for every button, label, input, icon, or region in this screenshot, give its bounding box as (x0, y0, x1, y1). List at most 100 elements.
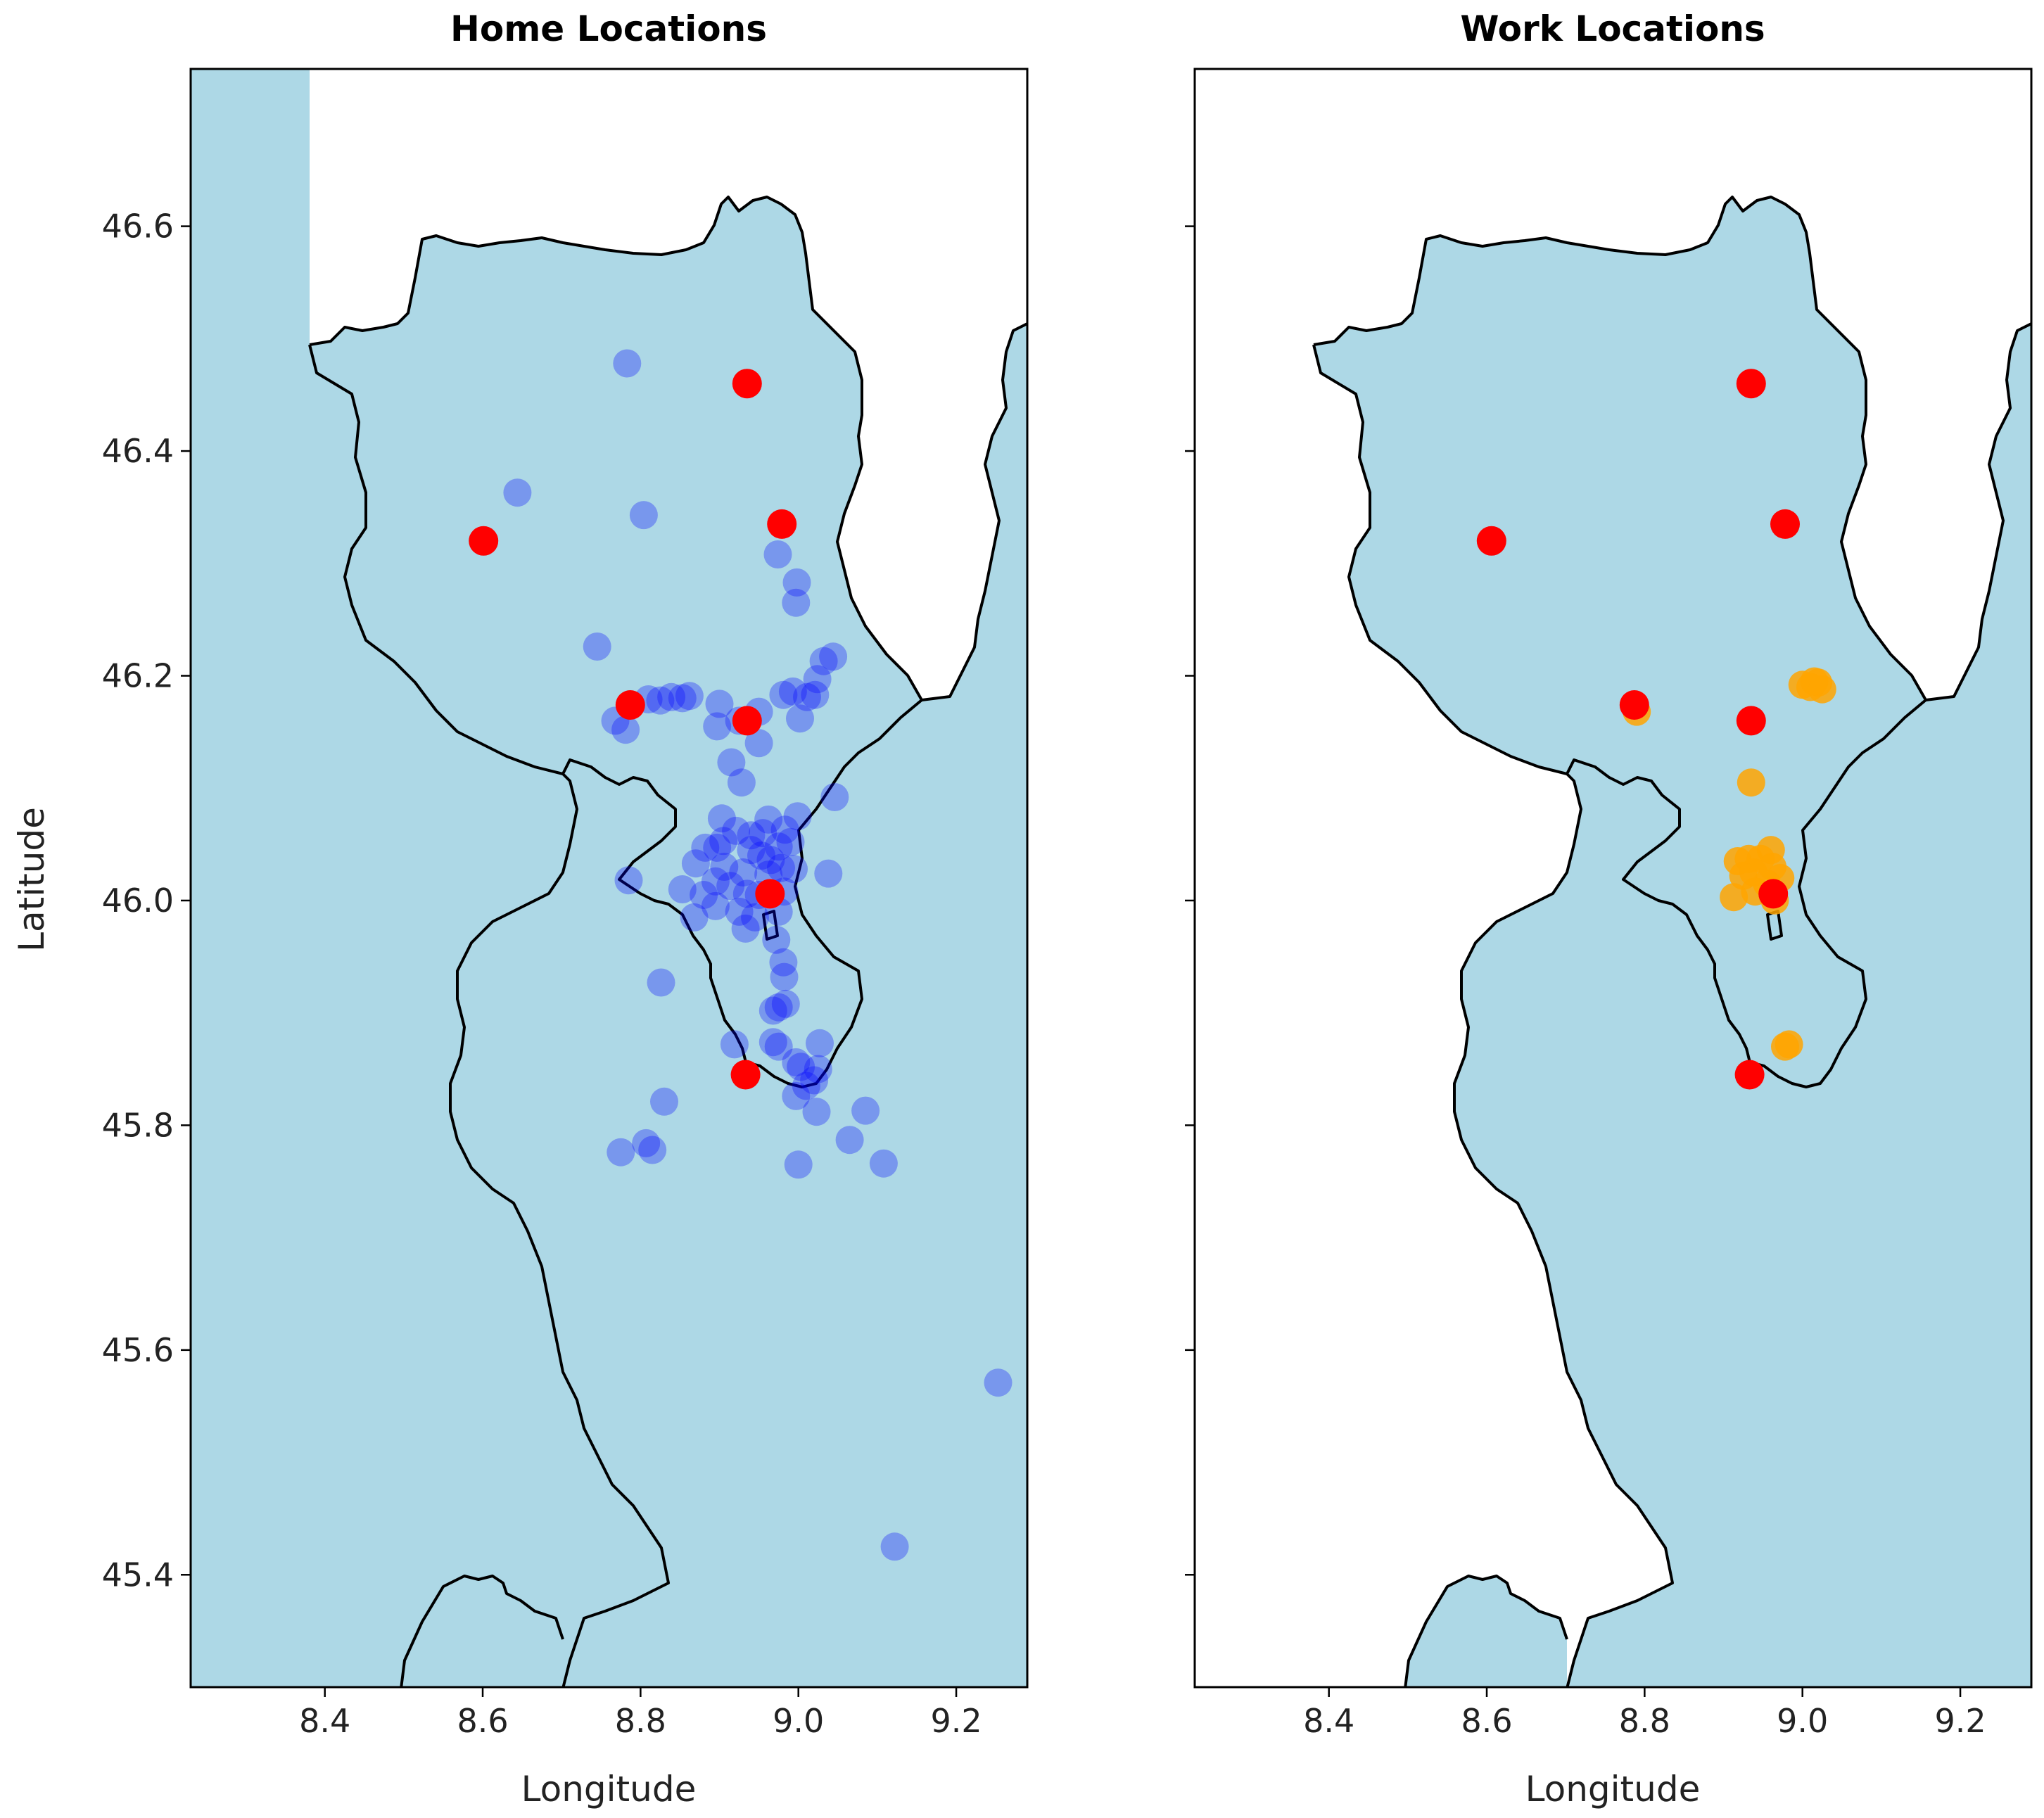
location-point-0-68 (770, 962, 799, 991)
highlight-point-1-4 (1736, 706, 1766, 736)
location-point-0-70 (771, 989, 800, 1018)
work-scatter-points (1476, 369, 1836, 1090)
plot-frame (189, 68, 1029, 1689)
location-point-0-21 (611, 716, 640, 744)
location-point-0-33 (770, 815, 799, 844)
x-axis-label: Longitude (1525, 1769, 1701, 1810)
y-tick-label: 46.0 (102, 882, 174, 920)
location-point-0-66 (762, 925, 791, 954)
location-point-0-22 (705, 689, 734, 718)
location-point-0-46 (710, 853, 739, 881)
x-axis-label: Longitude (521, 1769, 697, 1810)
location-point-0-40 (737, 836, 766, 865)
x-tick-label: 8.4 (299, 1702, 350, 1740)
highlight-point-1-5 (755, 879, 785, 909)
location-point-0-84 (802, 1098, 831, 1126)
location-point-0-88 (607, 1138, 635, 1167)
location-point-0-71 (764, 993, 793, 1022)
x-tick-label: 9.2 (930, 1702, 982, 1740)
location-point-0-12 (793, 682, 821, 711)
location-point-0-87 (638, 1136, 667, 1164)
location-point-0-83 (782, 1081, 811, 1110)
location-point-0-1 (503, 478, 532, 507)
location-point-0-38 (691, 833, 720, 862)
highlight-point-1-0 (732, 369, 762, 399)
location-point-0-60 (701, 891, 730, 920)
location-point-0-8 (819, 642, 848, 671)
location-point-0-86 (632, 1129, 661, 1157)
y-tick-label: 45.8 (102, 1106, 174, 1144)
highlight-point-1-2 (1770, 509, 1800, 539)
location-point-0-39 (703, 833, 732, 862)
location-point-0-32 (783, 802, 812, 831)
location-point-0-23 (703, 712, 732, 741)
y-tick-label: 46.2 (102, 657, 174, 695)
location-point-0-80 (800, 1066, 829, 1095)
location-point-0-77 (782, 1048, 811, 1076)
chart-title: Work Locations (1460, 8, 1765, 49)
location-point-0-85 (851, 1096, 880, 1125)
location-point-0-76 (806, 1029, 834, 1057)
location-point-0-82 (650, 1087, 678, 1116)
location-point-0-26 (744, 729, 773, 758)
location-point-0-65 (731, 914, 760, 943)
location-point-0-59 (690, 881, 718, 909)
location-point-0-4 (782, 568, 811, 597)
location-point-0-78 (787, 1053, 815, 1081)
x-tick-label: 9.0 (773, 1702, 824, 1740)
y-tick-label: 46.4 (102, 432, 174, 470)
y-tick-label: 45.4 (102, 1556, 174, 1594)
location-point-0-92 (984, 1368, 1013, 1397)
location-point-0-9 (803, 665, 832, 694)
location-point-0-6 (1737, 768, 1765, 797)
location-point-0-49 (767, 853, 795, 882)
location-point-0-18 (675, 682, 704, 711)
x-tick-label: 8.6 (1461, 1702, 1512, 1740)
location-point-0-42 (756, 846, 785, 875)
location-point-0-11 (778, 677, 807, 706)
y-tick-label: 46.6 (102, 208, 174, 246)
highlight-point-1-3 (1619, 690, 1649, 720)
location-point-0-37 (709, 827, 738, 856)
location-point-0-0 (613, 349, 642, 378)
highlight-point-1-4 (732, 706, 762, 736)
location-point-0-64 (680, 903, 709, 932)
location-point-0-52 (614, 866, 643, 895)
highlight-point-1-3 (615, 690, 645, 720)
location-point-0-47 (729, 858, 758, 886)
x-tick-label: 8.8 (1619, 1702, 1670, 1740)
highlight-point-1-1 (1476, 526, 1506, 556)
location-point-0-53 (701, 867, 730, 896)
location-point-0-91 (869, 1149, 898, 1178)
location-point-0-58 (668, 875, 697, 903)
location-point-0-3 (763, 540, 792, 568)
y-axis-label: Latitude (11, 807, 52, 952)
chart-title: Home Locations (450, 8, 767, 49)
home-locations-panel: Home Locations Longitude Latitude 8.4 8.6… (11, 8, 1029, 1810)
highlight-point-1-2 (767, 509, 797, 539)
location-point-0-7 (809, 647, 838, 675)
location-point-0-44 (776, 827, 805, 856)
location-point-0-28 (727, 768, 756, 797)
location-point-0-10 (769, 680, 798, 709)
plot-frame (1193, 68, 2033, 1689)
location-point-0-15 (646, 686, 675, 715)
location-point-0-2 (629, 501, 658, 530)
location-point-0-20 (1771, 1032, 1799, 1061)
location-point-0-36 (722, 816, 751, 845)
location-point-0-79 (804, 1055, 832, 1083)
location-point-0-6 (583, 633, 611, 661)
location-point-0-45 (681, 849, 710, 878)
home-scatter-points (469, 349, 1013, 1561)
location-point-0-41 (747, 841, 775, 870)
axis-ticks: 8.4 8.6 8.8 9.0 9.2 (1185, 225, 1986, 1740)
location-point-0-61 (725, 897, 754, 926)
location-point-0-5 (1800, 667, 1829, 696)
axis-ticks: 8.4 8.6 8.8 9.0 9.2 45.4 45.6 45.8 46.0 46.2 46.4 4… (102, 208, 982, 1740)
location-point-0-31 (754, 805, 783, 834)
location-point-0-69 (647, 968, 675, 997)
x-tick-label: 8.6 (457, 1702, 508, 1740)
location-point-0-74 (758, 1028, 787, 1057)
location-point-0-75 (764, 1032, 793, 1061)
location-point-0-90 (784, 1150, 813, 1179)
